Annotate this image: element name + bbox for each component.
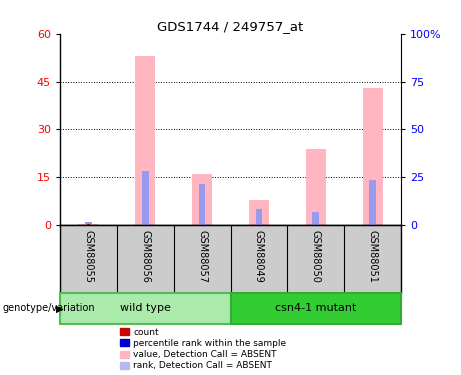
Bar — [249, 200, 269, 225]
Bar — [85, 222, 92, 225]
Bar — [199, 184, 206, 225]
Text: GSM88055: GSM88055 — [83, 230, 94, 283]
Text: GSM88049: GSM88049 — [254, 230, 264, 282]
Bar — [78, 224, 98, 225]
Bar — [369, 180, 376, 225]
Legend: count, percentile rank within the sample, value, Detection Call = ABSENT, rank, : count, percentile rank within the sample… — [120, 328, 286, 370]
Text: GSM88050: GSM88050 — [311, 230, 321, 283]
Bar — [306, 148, 326, 225]
Bar — [135, 56, 155, 225]
Bar — [363, 88, 383, 225]
Text: csn4-1 mutant: csn4-1 mutant — [275, 303, 356, 313]
Text: ▶: ▶ — [56, 303, 64, 313]
Bar — [60, 292, 230, 324]
Text: wild type: wild type — [120, 303, 171, 313]
Text: GSM88057: GSM88057 — [197, 230, 207, 283]
Text: GSM88051: GSM88051 — [367, 230, 378, 283]
Bar — [142, 171, 148, 225]
Text: GSM88056: GSM88056 — [140, 230, 150, 283]
Title: GDS1744 / 249757_at: GDS1744 / 249757_at — [157, 20, 304, 33]
Bar — [230, 292, 401, 324]
Bar — [313, 212, 319, 225]
Text: genotype/variation: genotype/variation — [2, 303, 95, 313]
Bar — [255, 209, 262, 225]
Bar — [87, 224, 90, 225]
Bar — [192, 174, 212, 225]
